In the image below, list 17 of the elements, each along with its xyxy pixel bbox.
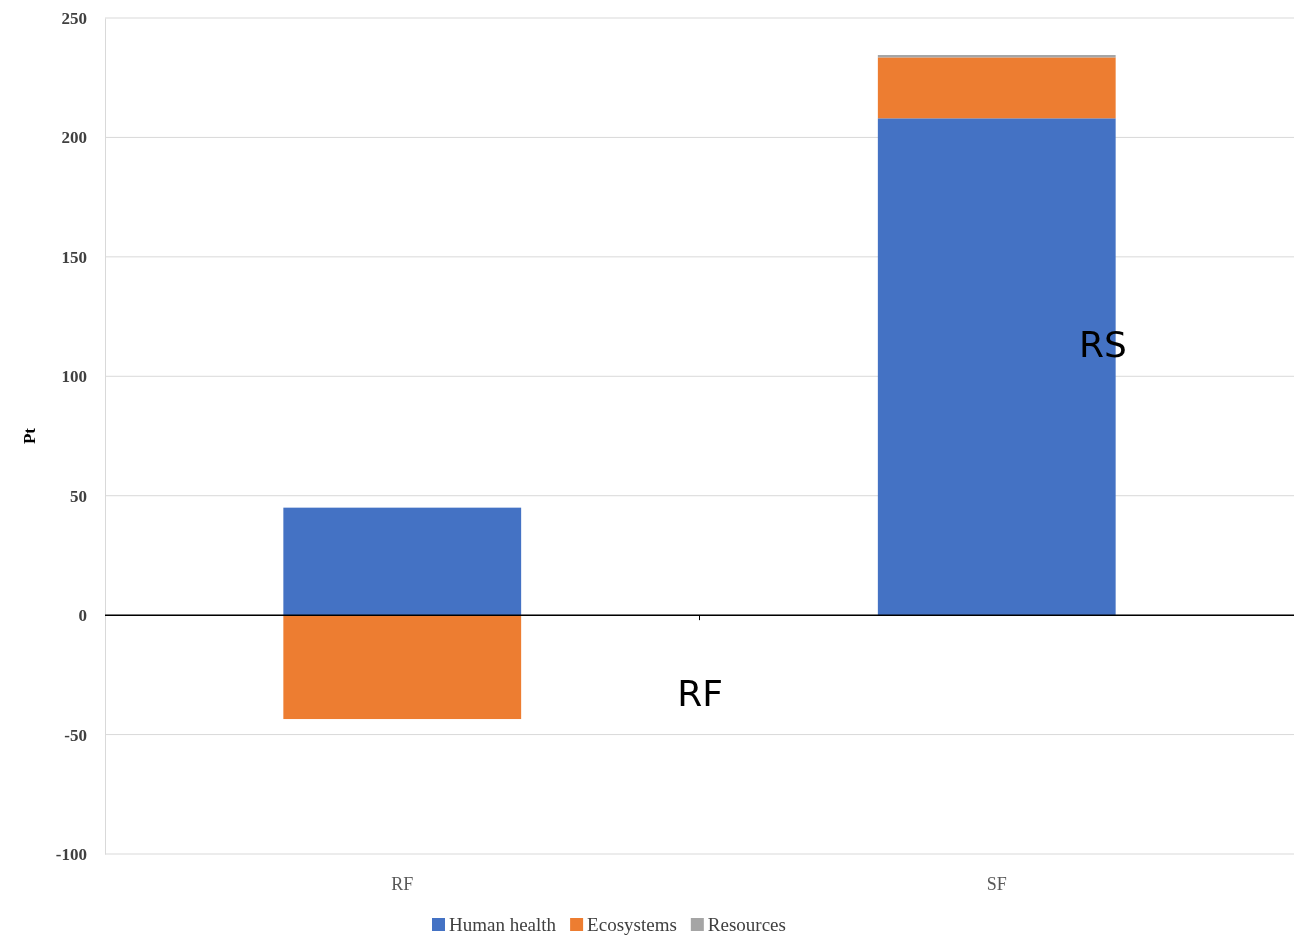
y-tick-label: -100 (55, 844, 87, 864)
y-tick-label: 250 (61, 8, 87, 28)
y-tick-label: 0 (78, 606, 87, 626)
y-tick-label: 150 (61, 247, 87, 267)
x-tick-label: SF (986, 874, 1007, 894)
y-tick-label: 100 (61, 367, 87, 387)
bar (283, 615, 522, 720)
annotation: RF (677, 673, 723, 714)
bar (283, 507, 522, 616)
y-tick-label: 200 (61, 128, 87, 148)
bar (877, 57, 1116, 119)
y-tick-label: -50 (64, 725, 87, 745)
legend-label: Ecosystems (587, 914, 677, 935)
y-axis-title: Pt (20, 427, 39, 445)
legend-label: Resources (707, 914, 786, 935)
legend-label: Human health (449, 914, 557, 935)
y-tick-label: 50 (70, 486, 87, 506)
